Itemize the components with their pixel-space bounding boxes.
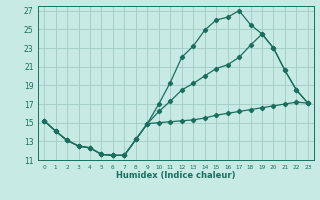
- X-axis label: Humidex (Indice chaleur): Humidex (Indice chaleur): [116, 171, 236, 180]
